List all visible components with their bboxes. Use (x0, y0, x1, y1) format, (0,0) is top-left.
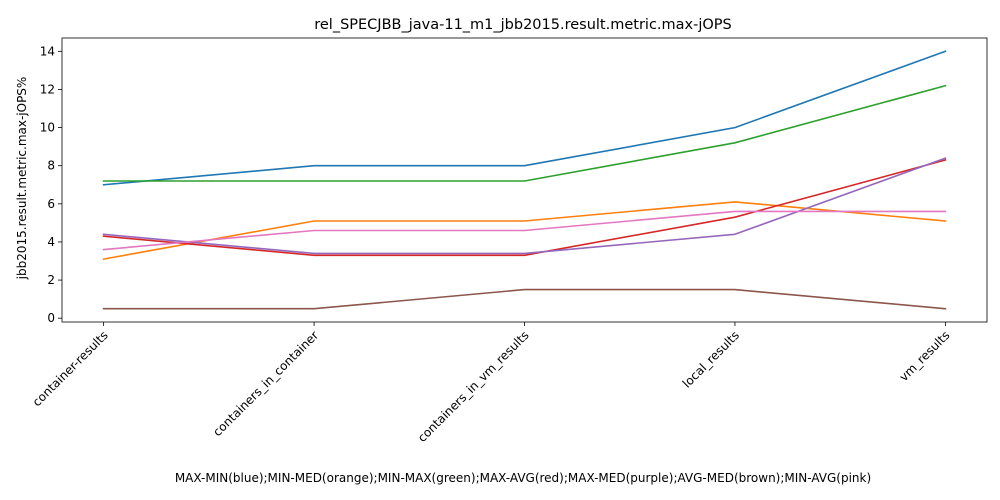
series-line-3 (102, 159, 947, 257)
y-tick-label: 0 (47, 311, 55, 325)
plot-area: 0 2 4 6 8 10 12 14 container-results containers_i… (30, 37, 988, 445)
series-line-4 (102, 157, 947, 255)
y-tick-label: 12 (40, 82, 55, 96)
y-tick-label: 6 (47, 197, 55, 211)
x-tick-label: containers_in_vm_results (415, 328, 532, 445)
series-line-6 (102, 210, 947, 251)
y-tick-label: 10 (40, 121, 55, 135)
plot-frame (61, 37, 988, 323)
y-tick-label: 4 (47, 235, 55, 249)
series-line-5 (102, 288, 947, 310)
x-tick-label: container-results (30, 328, 111, 409)
x-axis-label: MAX-MIN(blue);MIN-MED(orange);MIN-MAX(gr… (175, 471, 871, 485)
y-tick-label: 14 (40, 44, 55, 58)
x-tick-label: containers_in_container (210, 328, 321, 439)
y-tick-label: 2 (47, 273, 55, 287)
series-line-0 (102, 50, 947, 186)
x-tick-label: vm_results (897, 328, 953, 384)
series-line-2 (102, 84, 947, 182)
y-axis-label: jbb2015.result.metric.max-jOPS% (15, 77, 29, 281)
y-tick-label: 8 (47, 159, 55, 173)
chart-title: rel_SPECJBB_java-11_m1_jbb2015.result.me… (314, 17, 732, 33)
x-tick-label: local_results (680, 328, 742, 390)
